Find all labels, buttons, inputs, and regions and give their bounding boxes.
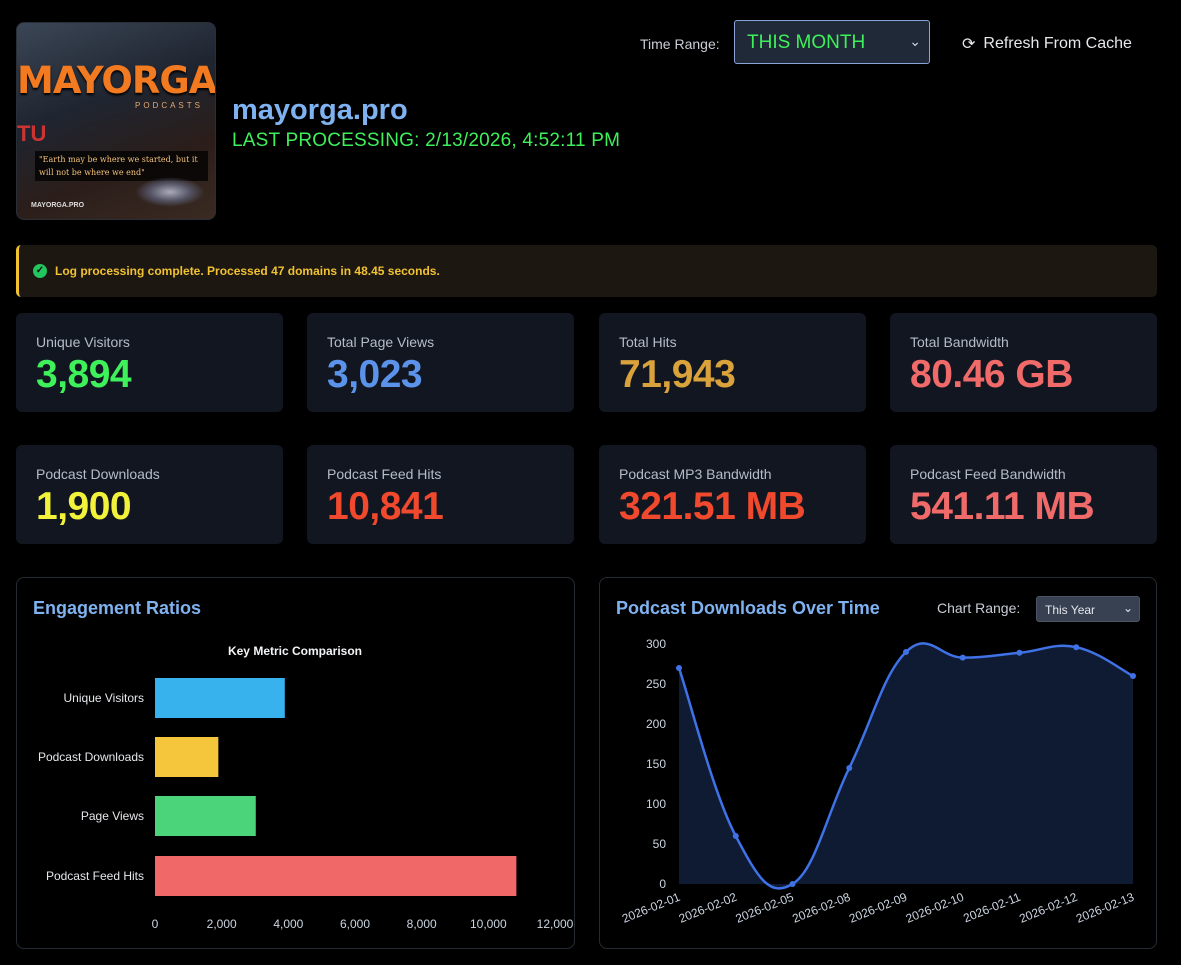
engagement-bar-chart: Key Metric Comparison Unique Visitors Podc… <box>38 644 574 931</box>
data-point <box>1016 649 1023 656</box>
data-point <box>959 654 966 661</box>
x-tick-label: 6,000 <box>340 917 370 931</box>
refresh-icon: ⟳ <box>962 36 976 53</box>
y-tick-label: 250 <box>646 677 666 691</box>
stat-label: Total Bandwidth <box>910 334 1009 350</box>
stat-card: Podcast Downloads 1,900 <box>16 445 283 544</box>
time-range-select[interactable]: THIS MONTH ⌄ <box>734 20 930 64</box>
stat-value: 3,894 <box>36 353 132 396</box>
y-tick-label: 150 <box>646 757 666 771</box>
chevron-down-icon: ⌄ <box>1122 601 1133 615</box>
x-tick-label: 2026-02-02 <box>677 890 739 926</box>
engagement-ratios-panel: Engagement Ratios Key Metric Comparison U… <box>16 577 575 949</box>
x-tick-label: 2026-02-01 <box>620 890 682 926</box>
data-point <box>789 881 796 887</box>
data-point <box>903 649 909 655</box>
logo-subtitle: PODCASTS <box>134 101 203 110</box>
x-tick-label: 2026-02-08 <box>790 890 852 926</box>
downloads-over-time-panel: Podcast Downloads Over Time Chart Range:… <box>599 577 1157 949</box>
stat-card: Podcast Feed Hits 10,841 <box>307 445 574 544</box>
stat-label: Unique Visitors <box>36 334 130 350</box>
stat-card: Total Bandwidth 80.46 GB <box>890 313 1157 412</box>
x-tick-label: 2026-02-13 <box>1074 890 1136 926</box>
stat-label: Podcast Feed Hits <box>327 466 442 482</box>
data-point <box>846 765 853 771</box>
x-tick-label: 8,000 <box>407 917 437 931</box>
x-tick-label: 2026-02-12 <box>1017 890 1079 926</box>
x-tick-label: 10,000 <box>470 917 507 931</box>
x-tick-label: 2026-02-10 <box>904 890 966 926</box>
stat-card: Total Hits 71,943 <box>599 313 866 412</box>
data-point <box>732 833 739 839</box>
logo-title: MAYORGA <box>17 59 216 102</box>
x-tick-label: 2026-02-11 <box>961 890 1023 926</box>
stat-card: Total Page Views 3,023 <box>307 313 574 412</box>
engagement-panel-title: Engagement Ratios <box>33 598 202 618</box>
stat-value: 1,900 <box>36 485 132 528</box>
stat-value: 3,023 <box>327 353 423 396</box>
refresh-from-cache-button[interactable]: ⟳ Refresh From Cache <box>962 34 1132 54</box>
refresh-label: Refresh From Cache <box>983 35 1132 52</box>
x-tick-label: 12,000 <box>537 917 574 931</box>
chart-range-value: This Year <box>1045 603 1096 617</box>
y-tick-label: Unique Visitors <box>64 691 144 705</box>
downloads-line-chart: 0501001502002503002026-02-012026-02-0220… <box>620 637 1136 926</box>
logo-footer: MAYORGA.PRO <box>31 202 85 209</box>
chart-range-label: Chart Range: <box>937 600 1021 616</box>
area-fill <box>679 643 1133 889</box>
y-tick-label: 0 <box>659 877 666 891</box>
stat-card: Unique Visitors 3,894 <box>16 313 283 412</box>
x-tick-label: 2,000 <box>207 917 237 931</box>
logo-quote: "Earth may be where we started, but it w… <box>35 151 208 181</box>
x-tick-label: 2026-02-09 <box>847 890 909 926</box>
stat-value: 321.51 MB <box>619 485 806 528</box>
last-processing-timestamp: LAST PROCESSING: 2/13/2026, 4:52:11 PM <box>232 130 621 151</box>
stat-label: Total Page Views <box>327 334 435 350</box>
stat-label: Podcast Downloads <box>36 466 160 482</box>
stat-value: 10,841 <box>327 485 444 528</box>
bar <box>155 678 285 718</box>
stat-card: Podcast Feed Bandwidth 541.11 MB <box>890 445 1157 544</box>
chart-range-select[interactable]: This Year ⌄ <box>1036 596 1140 622</box>
x-tick-label: 2026-02-05 <box>733 890 795 926</box>
logo-side-text: TU <box>17 121 47 146</box>
chart-title: Key Metric Comparison <box>228 644 362 658</box>
x-tick-label: 4,000 <box>273 917 303 931</box>
y-tick-label: 200 <box>646 717 666 731</box>
stat-label: Total Hits <box>619 334 677 350</box>
y-tick-label: Page Views <box>81 809 144 823</box>
x-tick-label: 0 <box>152 917 159 931</box>
stat-value: 541.11 MB <box>910 485 1095 528</box>
data-point <box>1073 644 1080 651</box>
stat-card: Podcast MP3 Bandwidth 321.51 MB <box>599 445 866 544</box>
stat-value: 71,943 <box>619 353 736 396</box>
alert-message: Log processing complete. Processed 47 do… <box>55 264 440 278</box>
status-alert: ✓ Log processing complete. Processed 47 … <box>16 245 1157 297</box>
stat-label: Podcast Feed Bandwidth <box>910 466 1066 482</box>
bar <box>155 737 219 777</box>
data-point <box>1130 673 1136 679</box>
y-tick-label: 50 <box>653 837 667 851</box>
y-tick-label: 100 <box>646 797 666 811</box>
time-range-label: Time Range: <box>640 36 720 52</box>
y-tick-label: Podcast Downloads <box>38 750 144 764</box>
stat-label: Podcast MP3 Bandwidth <box>619 466 772 482</box>
chevron-down-icon: ⌄ <box>909 33 921 49</box>
time-range-value: THIS MONTH <box>747 32 866 53</box>
logo-ufo-graphic <box>135 177 205 207</box>
y-tick-label: Podcast Feed Hits <box>46 869 144 883</box>
bar <box>155 856 517 896</box>
check-circle-icon: ✓ <box>33 264 47 278</box>
bar <box>155 796 256 836</box>
site-name: mayorga.pro <box>232 94 408 126</box>
downloads-panel-title: Podcast Downloads Over Time <box>616 598 880 618</box>
stat-value: 80.46 GB <box>910 353 1073 396</box>
y-tick-label: 300 <box>646 637 666 651</box>
data-point <box>676 665 682 671</box>
podcast-logo: MAYORGA PODCASTS TU "Earth may be where … <box>16 22 216 220</box>
